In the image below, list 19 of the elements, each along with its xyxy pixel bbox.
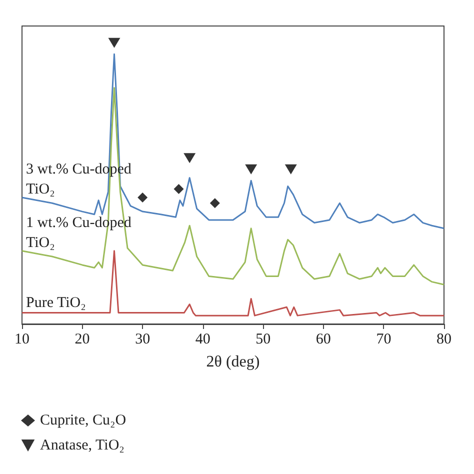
x-axis-title: 2θ (deg): [206, 354, 260, 370]
point: [138, 192, 148, 202]
x-tick-label: 30: [135, 332, 150, 348]
point: [245, 164, 258, 174]
x-tick-label: 80: [436, 332, 452, 348]
point: [284, 164, 297, 174]
x-tick-label: 50: [256, 332, 271, 348]
point: [108, 38, 120, 48]
point: [210, 198, 220, 208]
x-tick-label: 10: [14, 332, 30, 348]
x-tick-label: 70: [376, 332, 392, 348]
series-label: Pure TiO₂: [26, 294, 86, 311]
point: [174, 184, 184, 194]
legend-label: Cuprite, Cu₂O: [40, 412, 126, 428]
legend-label: Anatase, TiO₂: [40, 438, 124, 454]
point: [184, 153, 196, 164]
x-tick-label: 40: [195, 332, 210, 348]
x-tick-label: 20: [74, 332, 90, 348]
x-tick-label: 60: [316, 332, 331, 348]
